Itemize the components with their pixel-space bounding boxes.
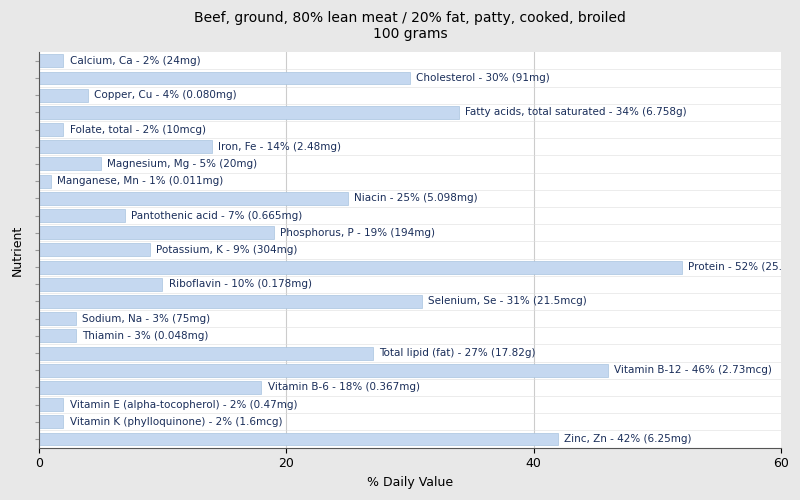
Text: Total lipid (fat) - 27% (17.82g): Total lipid (fat) - 27% (17.82g) bbox=[379, 348, 535, 358]
Bar bbox=[38, 312, 76, 325]
Bar bbox=[38, 140, 212, 153]
Text: Iron, Fe - 14% (2.48mg): Iron, Fe - 14% (2.48mg) bbox=[218, 142, 341, 152]
Title: Beef, ground, 80% lean meat / 20% fat, patty, cooked, broiled
100 grams: Beef, ground, 80% lean meat / 20% fat, p… bbox=[194, 11, 626, 42]
Text: Riboflavin - 10% (0.178mg): Riboflavin - 10% (0.178mg) bbox=[169, 280, 311, 289]
Y-axis label: Nutrient: Nutrient bbox=[11, 224, 24, 276]
Bar bbox=[38, 192, 348, 205]
Text: Phosphorus, P - 19% (194mg): Phosphorus, P - 19% (194mg) bbox=[280, 228, 435, 237]
Bar bbox=[38, 416, 63, 428]
Bar bbox=[38, 346, 373, 360]
Bar bbox=[38, 364, 608, 376]
Text: Calcium, Ca - 2% (24mg): Calcium, Ca - 2% (24mg) bbox=[70, 56, 200, 66]
Bar bbox=[38, 72, 410, 85]
Bar bbox=[38, 244, 150, 256]
Bar bbox=[38, 106, 459, 119]
Text: Zinc, Zn - 42% (6.25mg): Zinc, Zn - 42% (6.25mg) bbox=[565, 434, 692, 444]
X-axis label: % Daily Value: % Daily Value bbox=[366, 476, 453, 489]
Text: Vitamin B-6 - 18% (0.367mg): Vitamin B-6 - 18% (0.367mg) bbox=[267, 382, 419, 392]
Bar bbox=[38, 209, 126, 222]
Text: Copper, Cu - 4% (0.080mg): Copper, Cu - 4% (0.080mg) bbox=[94, 90, 237, 100]
Text: Protein - 52% (25.75g): Protein - 52% (25.75g) bbox=[688, 262, 800, 272]
Text: Vitamin K (phylloquinone) - 2% (1.6mcg): Vitamin K (phylloquinone) - 2% (1.6mcg) bbox=[70, 417, 282, 427]
Text: Magnesium, Mg - 5% (20mg): Magnesium, Mg - 5% (20mg) bbox=[106, 159, 257, 169]
Bar bbox=[38, 123, 63, 136]
Text: Fatty acids, total saturated - 34% (6.758g): Fatty acids, total saturated - 34% (6.75… bbox=[466, 108, 687, 118]
Bar bbox=[38, 381, 262, 394]
Text: Manganese, Mn - 1% (0.011mg): Manganese, Mn - 1% (0.011mg) bbox=[58, 176, 223, 186]
Text: Niacin - 25% (5.098mg): Niacin - 25% (5.098mg) bbox=[354, 194, 478, 203]
Bar bbox=[38, 398, 63, 411]
Text: Thiamin - 3% (0.048mg): Thiamin - 3% (0.048mg) bbox=[82, 331, 208, 341]
Bar bbox=[38, 295, 422, 308]
Text: Vitamin B-12 - 46% (2.73mcg): Vitamin B-12 - 46% (2.73mcg) bbox=[614, 365, 772, 375]
Bar bbox=[38, 54, 63, 67]
Text: Pantothenic acid - 7% (0.665mg): Pantothenic acid - 7% (0.665mg) bbox=[131, 210, 302, 220]
Bar bbox=[38, 278, 162, 290]
Text: Folate, total - 2% (10mcg): Folate, total - 2% (10mcg) bbox=[70, 124, 206, 134]
Bar bbox=[38, 330, 76, 342]
Text: Cholesterol - 30% (91mg): Cholesterol - 30% (91mg) bbox=[416, 73, 550, 83]
Text: Sodium, Na - 3% (75mg): Sodium, Na - 3% (75mg) bbox=[82, 314, 210, 324]
Text: Potassium, K - 9% (304mg): Potassium, K - 9% (304mg) bbox=[156, 245, 298, 255]
Bar bbox=[38, 88, 88, 102]
Bar bbox=[38, 174, 51, 188]
Text: Vitamin E (alpha-tocopherol) - 2% (0.47mg): Vitamin E (alpha-tocopherol) - 2% (0.47m… bbox=[70, 400, 297, 409]
Bar bbox=[38, 260, 682, 274]
Bar bbox=[38, 226, 274, 239]
Bar bbox=[38, 432, 558, 446]
Text: Selenium, Se - 31% (21.5mcg): Selenium, Se - 31% (21.5mcg) bbox=[428, 296, 587, 306]
Bar bbox=[38, 158, 101, 170]
